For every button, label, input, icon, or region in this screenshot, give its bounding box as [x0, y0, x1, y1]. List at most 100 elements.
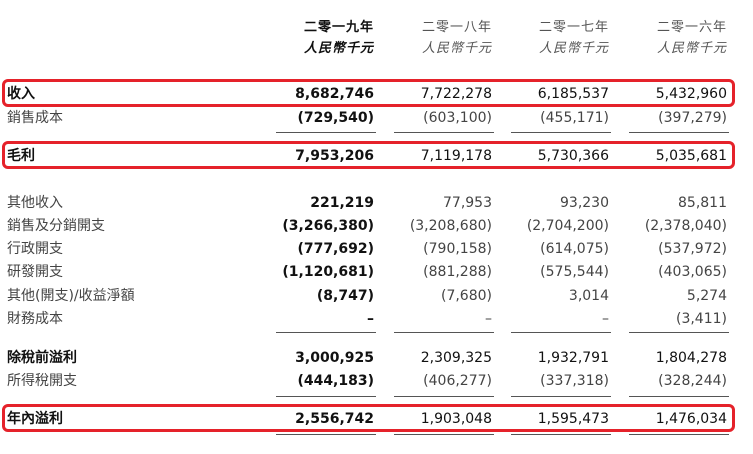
- cell-2016: (397,279): [658, 110, 727, 126]
- cell-2018: 7,119,178: [420, 148, 492, 164]
- cell-2016: 1,476,034: [655, 411, 727, 427]
- cell-2019: 221,219: [310, 195, 374, 211]
- cell-2018: 77,953: [443, 195, 492, 211]
- row-label: 行政開支: [7, 241, 63, 257]
- table-row-finance-costs: 財務成本 – – – (3,411): [0, 309, 753, 329]
- cell-2017: (2,704,200): [526, 218, 609, 234]
- cell-2019: (1,120,681): [282, 264, 374, 280]
- subtotal-rule: [394, 332, 494, 333]
- cell-2019: (729,540): [297, 110, 374, 126]
- cell-2016: 5,035,681: [655, 148, 727, 164]
- table-row-administrative: 行政開支 (777,692) (790,158) (614,075) (537,…: [0, 239, 753, 259]
- cell-2019: 3,000,925: [295, 350, 374, 366]
- cell-2016: (3,411): [675, 311, 727, 327]
- column-year: 二零一八年: [421, 20, 492, 35]
- cell-2018: (7,680): [440, 288, 492, 304]
- cell-2017: 5,730,366: [537, 148, 609, 164]
- table-row-gross-profit: 毛利 7,953,206 7,119,178 5,730,366 5,035,6…: [0, 146, 753, 166]
- highlight-box-gross-profit: [2, 141, 735, 169]
- cell-2018: 7,722,278: [420, 86, 492, 102]
- column-year: 二零一九年: [303, 20, 374, 35]
- subtotal-rule: [629, 396, 729, 397]
- row-label: 毛利: [7, 148, 35, 164]
- subtotal-rule: [629, 132, 729, 133]
- table-row-selling-distribution: 銷售及分銷開支 (3,266,380) (3,208,680) (2,704,2…: [0, 216, 753, 236]
- subtotal-rule: [276, 396, 376, 397]
- cell-2017: 93,230: [560, 195, 609, 211]
- table-row-income-tax: 所得稅開支 (444,183) (406,277) (337,318) (328…: [0, 371, 753, 391]
- cell-2019: (777,692): [297, 241, 374, 257]
- cell-2016: (2,378,040): [644, 218, 727, 234]
- subtotal-rule: [394, 132, 494, 133]
- subtotal-rule: [394, 396, 494, 397]
- column-unit: 人民幣千元: [421, 41, 492, 56]
- cell-2016: 5,432,960: [655, 86, 727, 102]
- subtotal-rule: [511, 396, 611, 397]
- table-row-research-development: 研發開支 (1,120,681) (881,288) (575,544) (40…: [0, 262, 753, 282]
- highlight-box-profit-for-year: [2, 404, 735, 432]
- cell-2019: (444,183): [297, 373, 374, 389]
- cell-2018: 1,903,048: [420, 411, 492, 427]
- cell-2017: (575,544): [540, 264, 609, 280]
- column-year: 二零一七年: [538, 20, 609, 35]
- table-row-revenue: 收入 8,682,746 7,722,278 6,185,537 5,432,9…: [0, 84, 753, 104]
- column-header-2019: 二零一九年 人民幣千元: [259, 18, 374, 60]
- row-label: 其他(開支)/收益淨額: [7, 288, 135, 304]
- row-label: 收入: [7, 86, 35, 102]
- cell-2019: (3,266,380): [282, 218, 374, 234]
- total-rule: [276, 434, 376, 435]
- table-header: 二零一九年 人民幣千元 二零一八年 人民幣千元 二零一七年 人民幣千元 二零一六…: [0, 0, 753, 70]
- table-row-cost-of-sales: 銷售成本 (729,540) (603,100) (455,171) (397,…: [0, 108, 753, 128]
- cell-2018: (790,158): [423, 241, 492, 257]
- highlight-box-revenue: [2, 79, 735, 107]
- total-rule: [511, 434, 611, 435]
- cell-2017: –: [602, 311, 609, 327]
- table-row-other-income: 其他收入 221,219 77,953 93,230 85,811: [0, 193, 753, 213]
- cell-2018: 2,309,325: [420, 350, 492, 366]
- cell-2016: (403,065): [658, 264, 727, 280]
- cell-2017: 1,595,473: [537, 411, 609, 427]
- cell-2018: (3,208,680): [409, 218, 492, 234]
- cell-2018: (881,288): [423, 264, 492, 280]
- cell-2019: 8,682,746: [295, 86, 374, 102]
- subtotal-rule: [276, 132, 376, 133]
- column-unit: 人民幣千元: [656, 41, 727, 56]
- cell-2016: (537,972): [658, 241, 727, 257]
- column-header-2017: 二零一七年 人民幣千元: [494, 18, 609, 60]
- row-label: 銷售成本: [7, 110, 63, 126]
- subtotal-rule: [276, 332, 376, 333]
- cell-2018: –: [485, 311, 492, 327]
- cell-2017: 3,014: [568, 288, 609, 304]
- column-unit: 人民幣千元: [303, 41, 374, 56]
- cell-2017: (614,075): [540, 241, 609, 257]
- cell-2019: 7,953,206: [295, 148, 374, 164]
- row-label: 研發開支: [7, 264, 63, 280]
- row-label: 其他收入: [7, 195, 63, 211]
- cell-2018: (603,100): [423, 110, 492, 126]
- column-header-2018: 二零一八年 人民幣千元: [377, 18, 492, 60]
- table-row-profit-before-tax: 除稅前溢利 3,000,925 2,309,325 1,932,791 1,80…: [0, 348, 753, 368]
- row-label: 除稅前溢利: [7, 350, 77, 366]
- cell-2019: 2,556,742: [295, 411, 374, 427]
- column-header-2016: 二零一六年 人民幣千元: [612, 18, 727, 60]
- row-label: 年內溢利: [7, 411, 63, 427]
- cell-2017: 6,185,537: [537, 86, 609, 102]
- table-row-profit-for-year: 年內溢利 2,556,742 1,903,048 1,595,473 1,476…: [0, 409, 753, 429]
- row-label: 銷售及分銷開支: [7, 218, 105, 234]
- cell-2018: (406,277): [423, 373, 492, 389]
- cell-2017: (455,171): [540, 110, 609, 126]
- cell-2016: 1,804,278: [655, 350, 727, 366]
- cell-2019: –: [367, 311, 374, 327]
- column-unit: 人民幣千元: [538, 41, 609, 56]
- cell-2016: (328,244): [658, 373, 727, 389]
- row-label: 所得稅開支: [7, 373, 77, 389]
- subtotal-rule: [629, 332, 729, 333]
- total-rule: [629, 434, 729, 435]
- column-year: 二零一六年: [656, 20, 727, 35]
- table-row-other-net: 其他(開支)/收益淨額 (8,747) (7,680) 3,014 5,274: [0, 286, 753, 306]
- subtotal-rule: [511, 132, 611, 133]
- row-label: 財務成本: [7, 311, 63, 327]
- cell-2019: (8,747): [316, 288, 374, 304]
- cell-2016: 5,274: [686, 288, 727, 304]
- cell-2017: (337,318): [540, 373, 609, 389]
